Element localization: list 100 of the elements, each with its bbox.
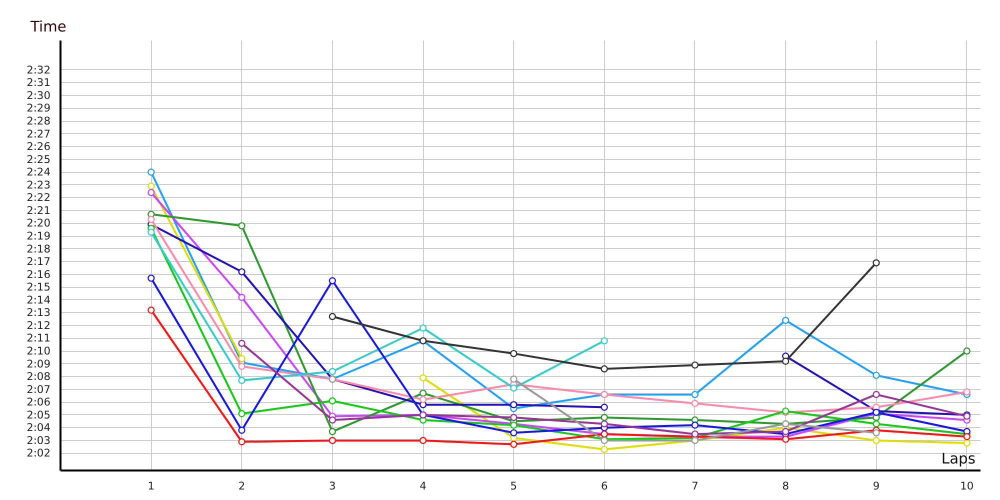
y-tick-label: 2:20: [26, 216, 51, 230]
point: [691, 422, 699, 429]
point: [600, 446, 608, 454]
point: [238, 268, 246, 276]
x-tick-label: 1: [148, 480, 155, 492]
point: [510, 350, 518, 358]
point: [872, 372, 880, 379]
y-tick-label: 2:10: [26, 344, 51, 358]
y-tick-label: 2:13: [26, 306, 51, 320]
point: [148, 306, 155, 314]
point: [600, 337, 608, 344]
point: [963, 433, 971, 440]
point: [148, 168, 155, 176]
point: [419, 324, 427, 332]
y-tick-label: 2:19: [26, 230, 51, 243]
point: [782, 436, 790, 443]
y-tick-label: 2:29: [26, 102, 51, 115]
point: [238, 222, 246, 230]
point: [510, 414, 518, 422]
x-tick-label: 3: [329, 480, 336, 492]
y-tick-label: 2:22: [26, 191, 51, 204]
y-tick-label: 2:06: [26, 396, 51, 409]
y-tick-label: 2:04: [26, 421, 51, 434]
x-axis-title: Laps: [941, 450, 976, 468]
point: [600, 365, 608, 373]
y-axis-title: Time: [30, 18, 66, 36]
y-tick-label: 2:16: [26, 268, 51, 281]
x-tick-label: 2: [238, 480, 246, 492]
point: [510, 440, 518, 448]
x-tick-label: 6: [600, 480, 608, 492]
point: [600, 420, 608, 428]
point: [148, 228, 155, 236]
x-tick-label: 10: [960, 480, 974, 492]
point: [510, 384, 518, 392]
point: [419, 374, 427, 382]
point: [510, 376, 518, 383]
point: [872, 420, 880, 428]
y-tick-label: 2:08: [26, 370, 51, 384]
point: [782, 358, 790, 365]
y-tick-label: 2:17: [26, 255, 51, 268]
point: [419, 396, 427, 404]
y-tick-label: 2:12: [26, 318, 51, 332]
y-tick-label: 2:23: [26, 178, 51, 192]
point: [328, 428, 336, 436]
x-tick-label: 5: [510, 480, 518, 492]
point: [148, 216, 155, 223]
point: [963, 439, 971, 447]
point: [238, 355, 246, 362]
point: [238, 438, 246, 446]
point: [510, 429, 518, 436]
x-tick-label: 9: [872, 480, 880, 492]
point: [238, 340, 246, 347]
y-tick-label: 2:05: [26, 408, 51, 422]
y-tick-label: 2:28: [26, 114, 51, 128]
y-tick-label: 2:18: [26, 242, 51, 256]
y-tick-label: 2:03: [26, 434, 51, 447]
point: [328, 416, 336, 424]
point: [419, 390, 427, 397]
y-tick-label: 2:14: [26, 293, 51, 306]
point: [328, 368, 336, 376]
point: [691, 361, 699, 369]
point: [872, 259, 880, 266]
point: [782, 428, 790, 436]
point: [328, 436, 336, 444]
point: [148, 188, 155, 196]
y-tick-label: 2:30: [26, 88, 51, 102]
point: [510, 401, 518, 408]
point: [872, 390, 880, 398]
y-tick-label: 2:02: [26, 446, 51, 460]
point: [782, 316, 790, 324]
y-tick-label: 2:07: [26, 382, 51, 396]
y-tick-label: 2:24: [26, 166, 51, 179]
point: [238, 410, 246, 418]
y-tick-label: 2:11: [26, 332, 51, 345]
point: [600, 404, 608, 411]
point: [872, 429, 880, 436]
point: [328, 277, 336, 284]
point: [328, 397, 336, 404]
point: [419, 436, 427, 444]
x-tick-label: 8: [782, 480, 790, 492]
point: [238, 362, 246, 370]
y-tick-label: 2:21: [26, 204, 51, 217]
point: [238, 294, 246, 301]
point: [691, 430, 699, 438]
point: [872, 436, 880, 444]
point: [238, 376, 246, 384]
y-tick-label: 2:25: [26, 152, 51, 166]
point: [148, 274, 155, 282]
y-tick-label: 2:15: [26, 280, 51, 294]
point: [963, 388, 971, 396]
x-tick-label: 4: [420, 480, 427, 492]
point: [600, 414, 608, 422]
point: [691, 400, 699, 408]
y-tick-label: 2:09: [26, 357, 51, 370]
point: [148, 182, 155, 190]
point: [238, 426, 246, 434]
point: [963, 347, 971, 355]
x-tick-label: 7: [692, 480, 698, 492]
y-tick-label: 2:26: [26, 140, 51, 154]
y-tick-label: 2:32: [26, 63, 51, 76]
